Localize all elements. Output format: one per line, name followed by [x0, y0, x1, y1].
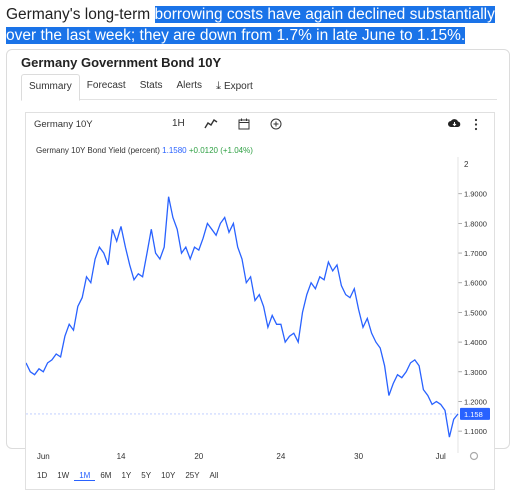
y-tick-label: 1.5000	[464, 308, 487, 317]
range-1w[interactable]: 1W	[57, 471, 70, 480]
y-tick-label: 1.4000	[464, 338, 487, 347]
tab-export[interactable]: ⤓ Export	[209, 74, 260, 99]
y-tick-label: 1.1000	[464, 427, 487, 436]
tab-stats-label: Stats	[139, 80, 163, 91]
add-indicator-icon[interactable]	[270, 118, 282, 133]
last-value-label: 1.158	[464, 410, 483, 419]
download-icon: ⤓	[216, 80, 221, 92]
tab-export-label: Export	[223, 81, 253, 92]
more-vertical-icon[interactable]	[474, 118, 478, 134]
legend-last-value: 1.1580	[162, 146, 187, 155]
range-1m[interactable]: 1M	[74, 471, 96, 481]
symbol-search-input[interactable]: Germany 10Y	[34, 119, 93, 130]
tab-forecast[interactable]: Forecast	[80, 74, 133, 99]
headline-plain: Germany's long-term	[6, 6, 155, 23]
x-tick-label: Jul	[436, 452, 446, 461]
x-tick-label: 24	[276, 452, 285, 461]
range-1d[interactable]: 1D	[37, 471, 48, 480]
range-5y[interactable]: 5Y	[141, 471, 152, 480]
bond-card: Germany Government Bond 10Y Summary Fore…	[6, 49, 510, 490]
y-tick-label: 1.9000	[464, 190, 487, 199]
range-25y[interactable]: 25Y	[185, 471, 200, 480]
y-axis-top-label: 2	[464, 160, 469, 169]
chart-panel: Germany 10Y 1H Germany 10Y Bond Yield (p…	[25, 112, 495, 490]
calendar-icon[interactable]	[238, 118, 250, 133]
y-tick-label: 1.2000	[464, 397, 487, 406]
chart-legend: Germany 10Y Bond Yield (percent) 1.1580 …	[36, 146, 253, 155]
tab-summary[interactable]: Summary	[21, 74, 80, 101]
tab-alerts[interactable]: Alerts	[170, 74, 210, 99]
yield-line-chart[interactable]: 2 1.9000 1.8000 1.7000 1.6000 1.5000 1.4000 1.3…	[26, 113, 494, 463]
x-tick-label: 20	[194, 452, 203, 461]
legend-series-name: Germany 10Y Bond Yield (percent)	[36, 146, 160, 155]
range-6m[interactable]: 6M	[100, 471, 112, 480]
range-all[interactable]: All	[209, 471, 219, 480]
tab-alerts-label: Alerts	[176, 80, 203, 91]
headline-text: Germany's long-term borrowing costs have…	[6, 4, 512, 46]
x-tick-label: 30	[354, 452, 363, 461]
range-10y[interactable]: 10Y	[161, 471, 176, 480]
tab-summary-label: Summary	[29, 81, 72, 92]
y-tick-label: 1.7000	[464, 249, 487, 258]
line-chart-icon[interactable]	[204, 118, 218, 133]
legend-change: +0.0120 (+1.04%)	[188, 146, 253, 155]
range-selector: 1D 1W 1M 6M 1Y 5Y 10Y 25Y All	[32, 471, 223, 481]
series-line	[26, 196, 459, 438]
x-tick-label: Jun	[37, 452, 50, 461]
tab-stats[interactable]: Stats	[133, 74, 170, 99]
cloud-download-icon[interactable]	[448, 118, 461, 132]
card-title: Germany Government Bond 10Y	[21, 55, 222, 70]
range-1y[interactable]: 1Y	[121, 471, 132, 480]
settings-gear-icon	[469, 451, 479, 461]
x-tick-label: 14	[117, 452, 126, 461]
interval-button[interactable]: 1H	[172, 118, 185, 129]
y-tick-label: 1.6000	[464, 279, 487, 288]
y-tick-label: 1.3000	[464, 368, 487, 377]
tab-forecast-label: Forecast	[86, 80, 126, 91]
last-value-tag	[460, 407, 490, 420]
tab-bar: Summary Forecast Stats Alerts ⤓ Export	[21, 74, 497, 101]
y-tick-label: 1.8000	[464, 219, 487, 228]
chart-toolbar: Germany 10Y 1H	[26, 113, 494, 139]
